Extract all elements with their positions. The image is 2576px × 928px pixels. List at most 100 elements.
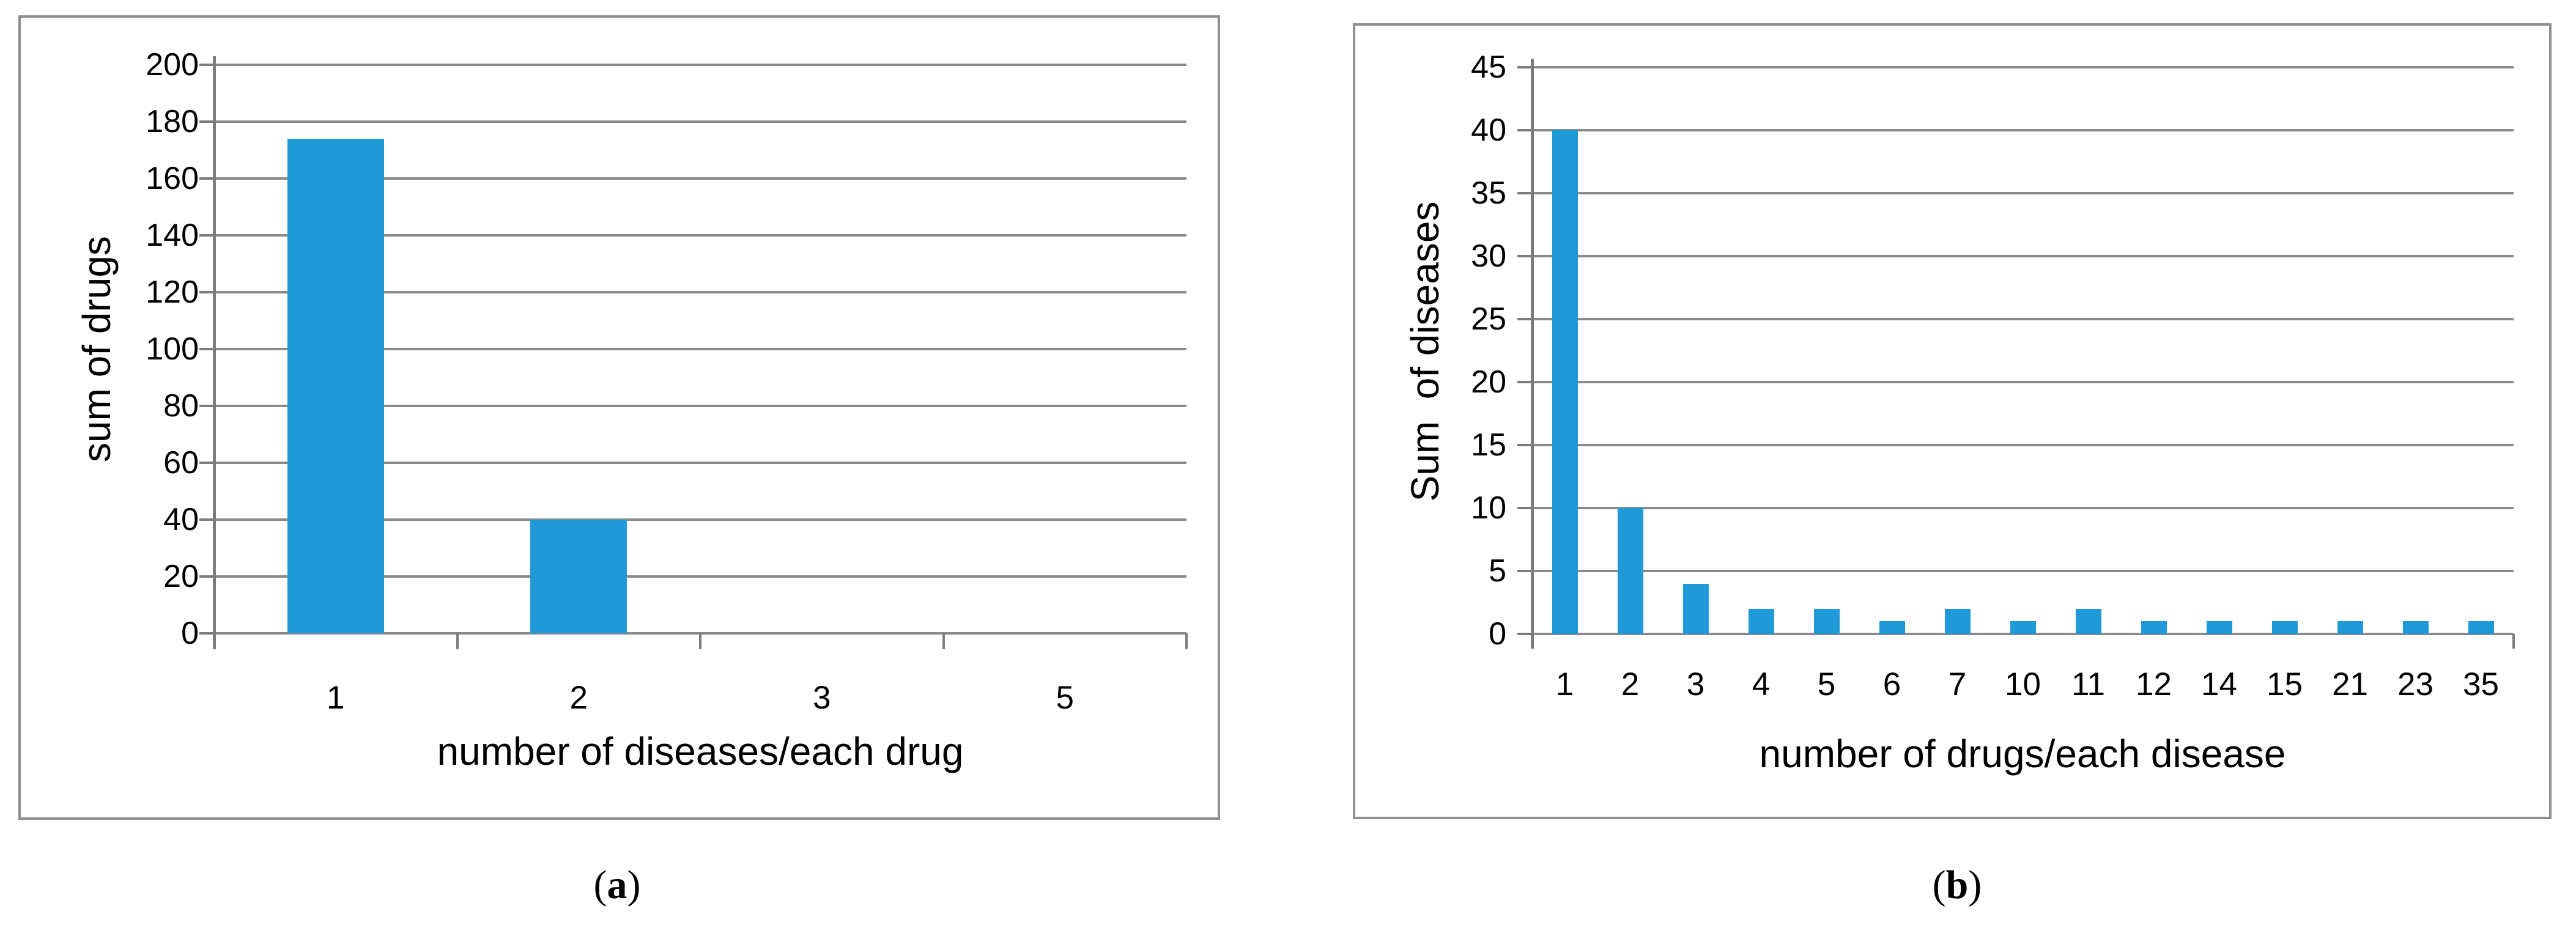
x-tick-mark: [2512, 634, 2515, 649]
y-tick-mark: [199, 120, 214, 123]
caption-letter: b: [1945, 863, 1969, 907]
y-tick-mark: [199, 462, 214, 464]
bar-category-11: [2076, 609, 2101, 634]
x-tick-mark: [1185, 633, 1188, 649]
x-tick-label: 2: [1621, 666, 1640, 702]
y-tick-mark: [199, 575, 214, 578]
x-tick-label: 6: [1882, 666, 1901, 702]
y-tick-label: 0: [181, 616, 199, 651]
bar-category-14: [2207, 621, 2232, 634]
caption-letter: a: [607, 863, 627, 907]
y-tick-mark: [1517, 192, 1532, 194]
x-tick-mark: [456, 633, 459, 649]
bar-category-2: [1618, 508, 1643, 634]
bar-category-10: [2010, 621, 2036, 634]
bar-category-21: [2337, 621, 2363, 634]
x-tick-label: 3: [813, 680, 831, 716]
gridline-y5: [1532, 570, 2514, 572]
y-tick-mark: [1517, 255, 1532, 257]
x-tick-label: 1: [1555, 666, 1574, 702]
bar-category-5: [1814, 609, 1840, 634]
y-tick-mark: [1517, 66, 1532, 68]
bar-category-1: [287, 139, 384, 633]
y-tick-mark: [1517, 129, 1532, 131]
gridline-y60: [214, 462, 1186, 464]
gridline-y15: [1532, 444, 2514, 446]
y-tick-mark: [1517, 381, 1532, 383]
y-tick-mark: [199, 405, 214, 407]
y-tick-label: 140: [146, 218, 199, 253]
x-tick-label: 12: [2136, 666, 2172, 702]
y-tick-label: 200: [146, 47, 199, 83]
bar-category-1: [1552, 130, 1578, 634]
y-tick-mark: [1517, 570, 1532, 572]
gridline-y20: [214, 575, 1186, 578]
y-tick-mark: [199, 234, 214, 237]
x-axis-title-b: number of drugs/each disease: [1759, 732, 2286, 776]
y-tick-mark: [199, 291, 214, 293]
x-tick-label: 5: [1056, 680, 1074, 716]
x-tick-mark: [942, 633, 945, 649]
bar-category-15: [2272, 621, 2298, 634]
x-tick-label: 15: [2267, 666, 2303, 702]
x-tick-label: 3: [1686, 666, 1705, 702]
x-tick-label: 21: [2332, 666, 2368, 702]
panel-a-frame: [18, 15, 1220, 820]
caption-paren: (: [593, 863, 607, 907]
y-axis-line: [213, 56, 216, 649]
x-tick-label: 10: [2005, 666, 2041, 702]
y-axis-title-b: Sum of diseases: [1403, 201, 1447, 502]
x-tick-label: 1: [327, 680, 345, 716]
y-tick-mark: [199, 348, 214, 350]
gridline-y20: [1532, 381, 2514, 383]
gridline-y25: [1532, 318, 2514, 320]
y-tick-mark: [199, 632, 214, 635]
panel-caption-a: (a): [594, 861, 641, 910]
y-tick-mark: [199, 64, 214, 66]
y-tick-label: 120: [146, 274, 199, 310]
gridline-y0: [1532, 633, 2514, 635]
x-axis-title-a: number of diseases/each drug: [437, 729, 964, 773]
y-tick-mark: [1517, 444, 1532, 446]
y-tick-label: 40: [163, 502, 199, 537]
y-tick-mark: [1517, 507, 1532, 509]
gridline-y100: [214, 348, 1186, 350]
x-tick-label: 11: [2071, 666, 2106, 702]
bar-category-35: [2468, 621, 2494, 634]
caption-paren: ): [627, 863, 641, 907]
y-tick-mark: [199, 518, 214, 521]
y-tick-label: 15: [1471, 427, 1506, 463]
bar-category-2: [530, 520, 627, 633]
gridline-y40: [214, 518, 1186, 521]
x-tick-label: 35: [2463, 666, 2499, 702]
y-tick-mark: [199, 177, 214, 180]
gridline-y200: [214, 64, 1186, 66]
gridline-y35: [1532, 192, 2514, 194]
x-tick-label: 14: [2201, 666, 2237, 702]
x-tick-label: 23: [2397, 666, 2434, 702]
y-tick-label: 20: [163, 559, 199, 594]
bar-category-7: [1945, 609, 1971, 634]
bar-category-3: [1683, 584, 1709, 634]
gridline-y10: [1532, 507, 2514, 509]
y-tick-label: 25: [1471, 301, 1506, 337]
y-tick-label: 160: [146, 161, 199, 196]
bar-category-6: [1879, 621, 1905, 634]
gridline-y160: [214, 177, 1186, 180]
x-tick-label: 2: [569, 680, 588, 716]
gridline-y45: [1532, 66, 2514, 68]
y-axis-line: [1531, 59, 1534, 649]
gridline-y30: [1532, 255, 2514, 257]
y-tick-label: 5: [1489, 553, 1506, 589]
gridline-y120: [214, 291, 1186, 293]
y-tick-label: 20: [1471, 364, 1506, 400]
panel-caption-b: (b): [1933, 861, 1982, 910]
y-tick-label: 40: [1471, 112, 1506, 148]
y-tick-label: 30: [1471, 238, 1506, 274]
bar-category-23: [2403, 621, 2429, 634]
gridline-y180: [214, 120, 1186, 123]
y-tick-label: 0: [1489, 616, 1506, 652]
gridline-y80: [214, 405, 1186, 407]
x-tick-label: 5: [1817, 666, 1836, 702]
